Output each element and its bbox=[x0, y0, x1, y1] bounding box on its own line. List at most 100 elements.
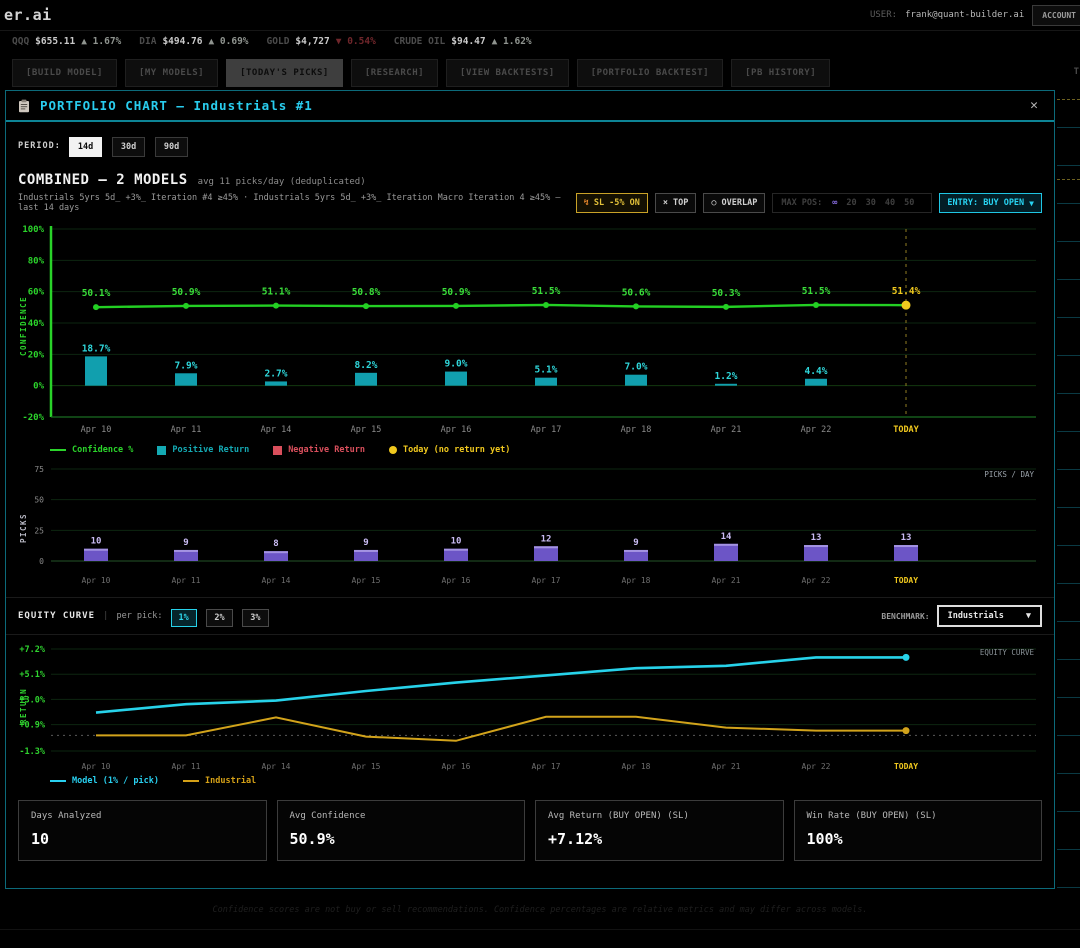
svg-text:100%: 100% bbox=[22, 225, 44, 235]
chevron-down-icon: ▼ bbox=[1026, 611, 1031, 621]
svg-text:2.7%: 2.7% bbox=[265, 368, 288, 379]
svg-text:TODAY: TODAY bbox=[894, 762, 918, 771]
stat-card: Win Rate (BUY OPEN) (SL)100% bbox=[794, 800, 1043, 861]
per-pick-button-3%[interactable]: 3% bbox=[242, 609, 268, 627]
svg-text:Apr 21: Apr 21 bbox=[711, 425, 742, 435]
combined-header: COMBINED — 2 MODELS avg 11 picks/day (de… bbox=[6, 157, 1054, 188]
square-swatch bbox=[157, 446, 166, 455]
svg-text:Apr 11: Apr 11 bbox=[172, 576, 201, 585]
confidence-chart: CONFIDENCE 100%80%60%40%20%0%-20%18.7%7.… bbox=[6, 221, 1054, 439]
ticker-symbol: CRUDE OIL bbox=[394, 36, 445, 47]
nav-bar: [BUILD MODEL] [MY MODELS] [TODAY'S PICKS] [… bbox=[0, 51, 1080, 93]
close-button[interactable]: ✕ bbox=[1026, 98, 1042, 113]
max-pos-option-20[interactable]: 20 bbox=[846, 198, 856, 208]
legend-item: Industrial bbox=[183, 776, 256, 786]
svg-text:9.0%: 9.0% bbox=[445, 359, 468, 370]
modal-header: PORTFOLIO CHART — Industrials #1 ✕ bbox=[6, 91, 1054, 122]
return-axis-label: RETURN bbox=[19, 688, 28, 724]
background-divider bbox=[1057, 99, 1080, 100]
nav-tab-view-backtests[interactable]: [VIEW BACKTESTS] bbox=[446, 59, 569, 87]
stat-label: Win Rate (BUY OPEN) (SL) bbox=[807, 811, 1030, 821]
nav-overflow-text: T bbox=[1074, 67, 1079, 77]
svg-text:10: 10 bbox=[91, 537, 102, 547]
max-pos-option-50[interactable]: 50 bbox=[904, 198, 914, 208]
top-filter-button[interactable]: × TOP bbox=[655, 193, 696, 213]
svg-text:5.1%: 5.1% bbox=[535, 365, 558, 376]
nav-tab-my-models[interactable]: [MY MODELS] bbox=[125, 59, 218, 87]
ticker-symbol: GOLD bbox=[267, 36, 290, 47]
entry-mode-dropdown[interactable]: ENTRY: BUY OPEN ▼ bbox=[939, 193, 1042, 213]
down-arrow-change: ▼ 0.54% bbox=[336, 36, 376, 47]
svg-text:7.9%: 7.9% bbox=[175, 360, 198, 371]
lightning-icon: ↯ bbox=[584, 198, 589, 208]
stop-loss-toggle[interactable]: ↯ SL -5% ON bbox=[576, 193, 648, 213]
overlap-button[interactable]: ○ OVERLAP bbox=[703, 193, 765, 213]
svg-text:1.2%: 1.2% bbox=[715, 371, 738, 382]
svg-text:Apr 18: Apr 18 bbox=[622, 576, 651, 585]
period-label: PERIOD: bbox=[18, 141, 61, 151]
svg-text:51.5%: 51.5% bbox=[532, 286, 561, 297]
period-button-90d[interactable]: 90d bbox=[155, 137, 188, 157]
legend-label: Industrial bbox=[205, 776, 256, 786]
max-pos-option-40[interactable]: 40 bbox=[885, 198, 895, 208]
nav-tab-research[interactable]: [RESEARCH] bbox=[351, 59, 438, 87]
portfolio-chart-modal: PORTFOLIO CHART — Industrials #1 ✕ PERIO… bbox=[5, 90, 1055, 889]
legend-item: Positive Return bbox=[157, 445, 249, 455]
svg-text:20%: 20% bbox=[28, 350, 45, 360]
separator: | bbox=[103, 611, 108, 621]
legend-label: Positive Return bbox=[172, 445, 249, 455]
nav-tab-portfolio-backtest[interactable]: [PORTFOLIO BACKTEST] bbox=[577, 59, 723, 87]
svg-text:8.2%: 8.2% bbox=[355, 360, 378, 371]
per-pick-button-2%[interactable]: 2% bbox=[206, 609, 232, 627]
picks-axis-label: PICKS bbox=[19, 513, 28, 543]
svg-text:Apr 22: Apr 22 bbox=[802, 576, 831, 585]
svg-text:Apr 18: Apr 18 bbox=[622, 762, 651, 771]
svg-text:Apr 17: Apr 17 bbox=[532, 762, 561, 771]
svg-text:Apr 18: Apr 18 bbox=[621, 425, 652, 435]
up-arrow-change: ▲ 1.67% bbox=[81, 36, 121, 47]
nav-tab-pb-history[interactable]: [PB HISTORY] bbox=[731, 59, 830, 87]
stat-card: Avg Return (BUY OPEN) (SL)+7.12% bbox=[535, 800, 784, 861]
svg-text:PICKS / DAY: PICKS / DAY bbox=[984, 470, 1034, 479]
period-button-14d[interactable]: 14d bbox=[69, 137, 102, 157]
max-pos-option-30[interactable]: 30 bbox=[866, 198, 876, 208]
benchmark-dropdown[interactable]: Industrials ▼ bbox=[937, 605, 1042, 627]
ticker-item: CRUDE OIL$94.47▲ 1.62% bbox=[394, 36, 532, 47]
svg-text:Apr 15: Apr 15 bbox=[351, 425, 382, 435]
ticker-item: GOLD$4,727▼ 0.54% bbox=[267, 36, 376, 47]
user-email: frank@quant-builder.ai bbox=[905, 10, 1024, 20]
account-button[interactable]: ACCOUNT bbox=[1032, 5, 1080, 26]
svg-text:-1.3%: -1.3% bbox=[19, 747, 45, 757]
per-pick-button-1%[interactable]: 1% bbox=[171, 609, 197, 627]
stat-card: Avg Confidence50.9% bbox=[277, 800, 526, 861]
svg-text:Apr 15: Apr 15 bbox=[352, 762, 381, 771]
ticker-symbol: DIA bbox=[139, 36, 156, 47]
svg-text:+5.1%: +5.1% bbox=[19, 670, 45, 680]
svg-text:7.0%: 7.0% bbox=[625, 362, 648, 373]
equity-header: EQUITY CURVE | per pick: 1% 2% 3% BENCHM… bbox=[6, 597, 1054, 635]
bottom-divider bbox=[0, 929, 1080, 930]
svg-text:50.9%: 50.9% bbox=[442, 287, 471, 298]
nav-tab-build-model[interactable]: [BUILD MODEL] bbox=[12, 59, 117, 87]
svg-text:12: 12 bbox=[541, 534, 552, 544]
svg-text:Apr 21: Apr 21 bbox=[712, 762, 741, 771]
max-pos-option-∞[interactable]: ∞ bbox=[832, 198, 837, 208]
app-logo: er.ai bbox=[4, 6, 52, 24]
svg-text:Apr 21: Apr 21 bbox=[712, 576, 741, 585]
ticker-price: $94.47 bbox=[451, 36, 485, 47]
stat-value: +7.12% bbox=[548, 830, 771, 848]
svg-text:50.6%: 50.6% bbox=[622, 287, 651, 298]
svg-text:13: 13 bbox=[901, 533, 912, 543]
ticker-price: $655.11 bbox=[35, 36, 75, 47]
period-button-30d[interactable]: 30d bbox=[112, 137, 145, 157]
market-ticker-bar: QQQ$655.11▲ 1.67%DIA$494.76▲ 0.69%GOLD$4… bbox=[0, 30, 1080, 51]
equity-chart-legend: Model (1% / pick)Industrial bbox=[6, 774, 1054, 786]
confidence-chart-svg: 100%80%60%40%20%0%-20%18.7%7.9%2.7%8.2%9… bbox=[6, 221, 1046, 439]
max-pos-label: MAX POS: bbox=[781, 198, 822, 208]
svg-text:51.1%: 51.1% bbox=[262, 287, 291, 298]
nav-tab-todays-picks[interactable]: [TODAY'S PICKS] bbox=[226, 59, 343, 87]
background-table-strip bbox=[1057, 90, 1080, 890]
svg-text:Apr 10: Apr 10 bbox=[82, 576, 111, 585]
ticker-item: DIA$494.76▲ 0.69% bbox=[139, 36, 248, 47]
svg-text:75: 75 bbox=[34, 465, 44, 474]
